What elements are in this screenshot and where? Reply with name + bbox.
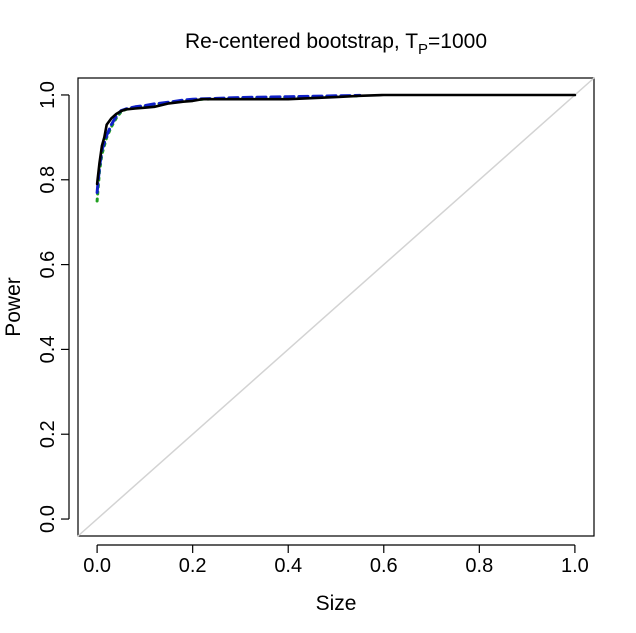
y-axis: 0.0 0.2 0.4 0.6 0.8 1.0 — [37, 81, 70, 533]
x-axis-title: Size — [316, 592, 357, 615]
y-tick-label: 0.2 — [37, 420, 59, 448]
y-tick-label: 0.4 — [37, 336, 59, 364]
x-tick-label: 0.0 — [83, 555, 111, 577]
x-tick-label: 0.8 — [465, 555, 493, 577]
x-tick-label: 0.2 — [179, 555, 207, 577]
y-tick-label: 0.6 — [37, 251, 59, 279]
x-tick-label: 0.4 — [274, 555, 302, 577]
x-tick-label: 1.0 — [561, 555, 589, 577]
series-line-4 — [77, 77, 595, 537]
series-line-2 — [95, 93, 362, 194]
y-tick-label: 1.0 — [37, 81, 59, 109]
x-axis: 0.0 0.2 0.4 0.6 0.8 1.0 — [83, 544, 589, 577]
chart-title: Re-centered bootstrap, TP=1000 — [185, 30, 487, 58]
y-axis-title: Power — [2, 277, 25, 337]
chart-title-subscript: P — [418, 41, 428, 58]
y-tick-label: 0.8 — [37, 166, 59, 194]
y-tick-label: 0.0 — [37, 505, 59, 533]
series-line-3 — [95, 94, 362, 203]
x-tick-label: 0.6 — [370, 555, 398, 577]
series-line-1 — [95, 93, 577, 186]
series-layer — [77, 77, 595, 537]
plot-area — [77, 77, 595, 537]
